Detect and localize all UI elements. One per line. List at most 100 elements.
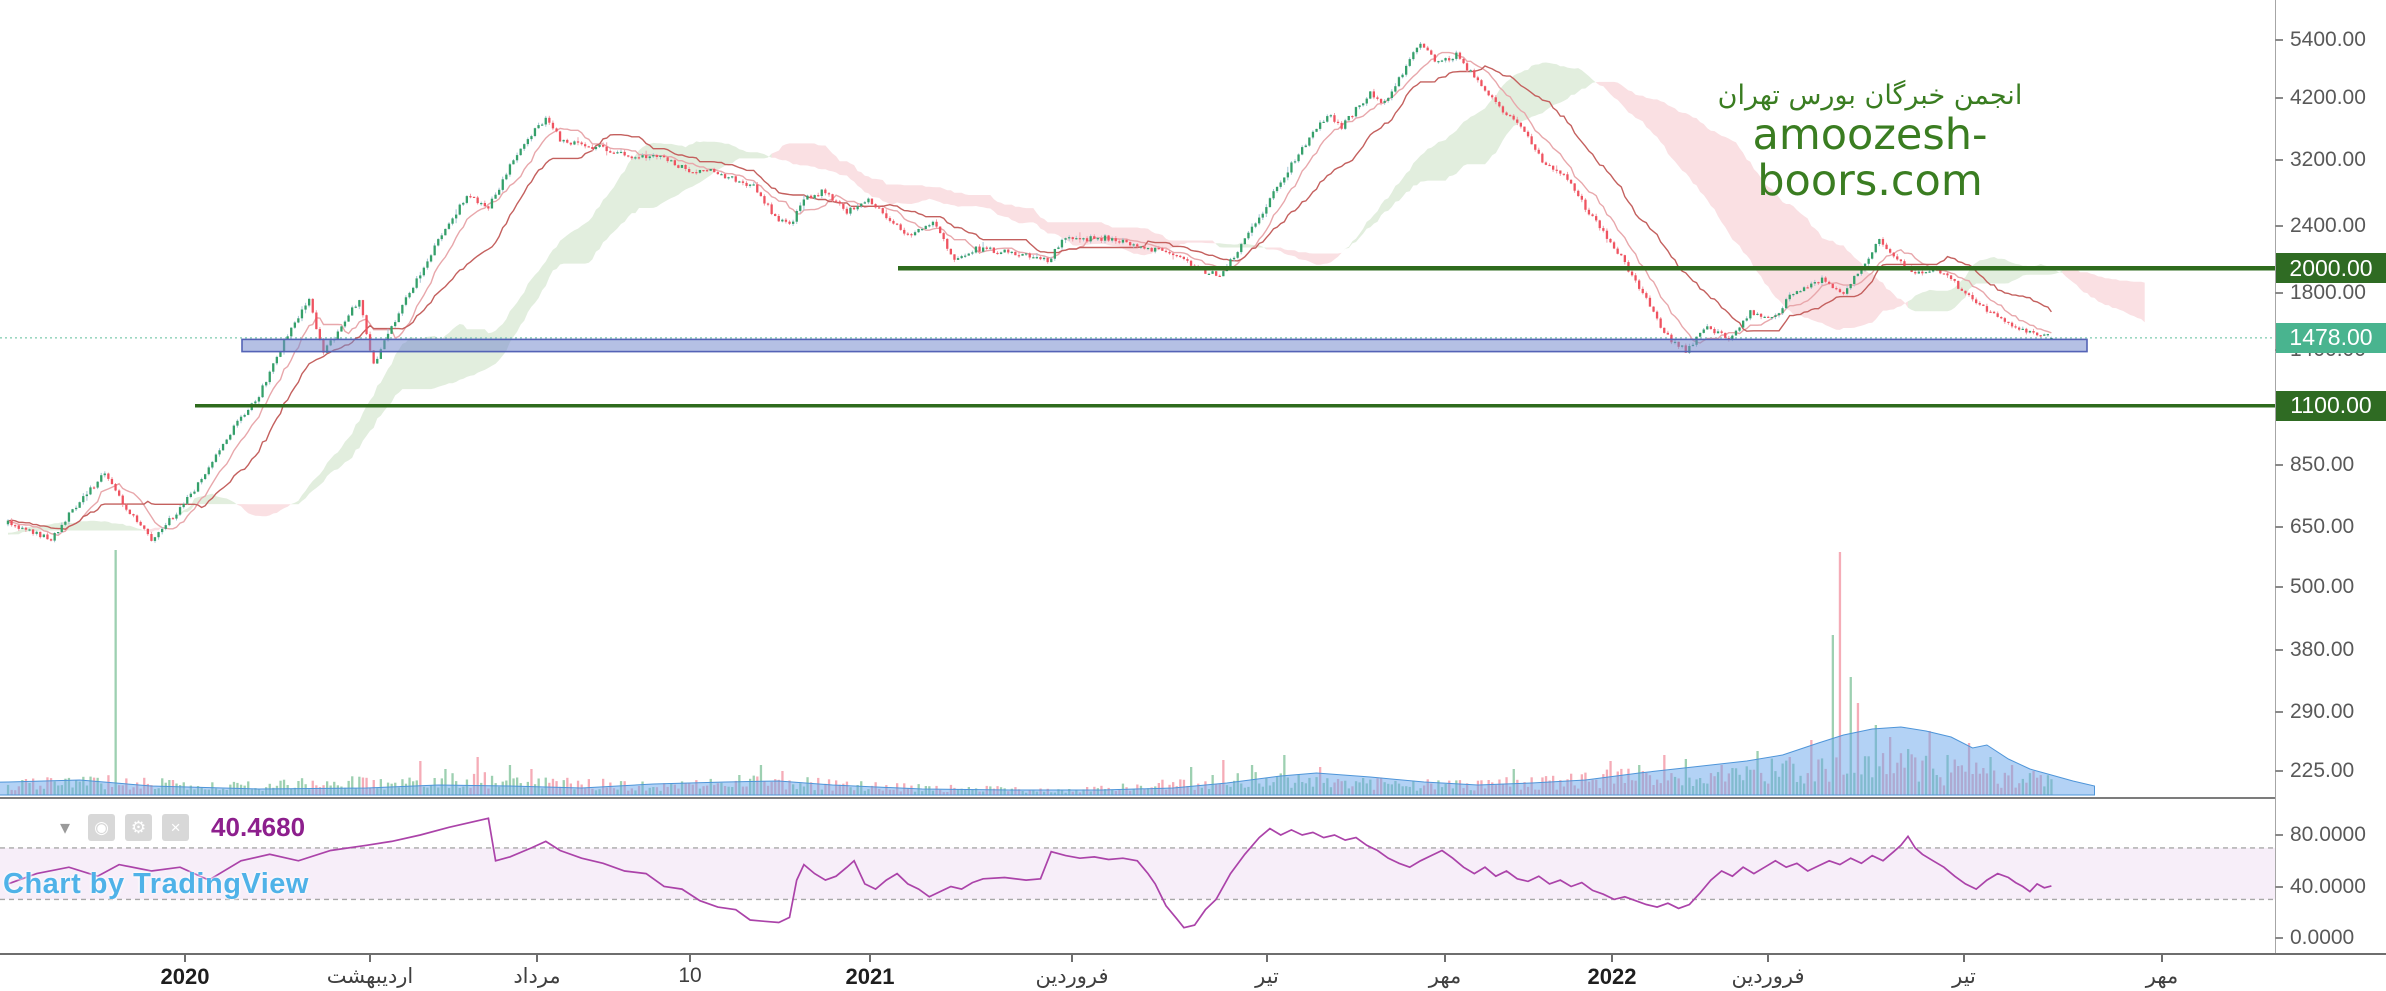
candle-body: [1526, 131, 1530, 137]
candle-body: [741, 181, 745, 183]
candle-body: [365, 315, 368, 335]
pane-separator[interactable]: [0, 797, 2386, 799]
candle-body: [376, 358, 379, 364]
candle-body: [677, 165, 680, 168]
candle-body: [1724, 332, 1727, 338]
candle-body: [1279, 182, 1282, 187]
candle-body: [1444, 58, 1447, 61]
candle-body: [433, 245, 436, 256]
candle-body: [1552, 165, 1555, 170]
candle-body: [1534, 144, 1537, 150]
candle-body: [817, 195, 820, 197]
candle-body: [960, 256, 963, 259]
candle-body: [286, 336, 289, 340]
candle-body: [1559, 170, 1562, 174]
support-zone-rectangle[interactable]: [241, 338, 2088, 353]
candle-body: [1566, 174, 1569, 180]
gear-icon[interactable]: ⚙: [125, 814, 153, 841]
candle-body: [1641, 288, 1644, 294]
price-axis-label: 850.00: [2290, 453, 2355, 477]
candle-body: [1569, 179, 1573, 184]
rsi-pane[interactable]: [0, 799, 2275, 953]
candle-body: [537, 125, 540, 129]
candle-body: [806, 195, 809, 200]
candle-body: [31, 529, 35, 534]
ichimoku-cloud: [8, 520, 145, 535]
candle-body: [1440, 60, 1444, 62]
price-axis-label: 290.00: [2290, 700, 2355, 724]
candle-body: [2007, 321, 2010, 323]
candle-body: [121, 495, 124, 505]
candle-body: [931, 221, 935, 226]
candle-body: [731, 176, 734, 178]
candle-body: [1333, 115, 1336, 122]
eye-icon[interactable]: ◉: [88, 814, 116, 841]
candle-body: [498, 189, 501, 195]
candle-body: [964, 255, 967, 257]
candle-body: [1053, 249, 1056, 259]
candle-body: [788, 221, 791, 224]
candle-body: [1849, 284, 1852, 289]
candle-body: [143, 525, 146, 529]
candle-body: [1028, 253, 1031, 258]
candle-body: [820, 189, 823, 196]
volume-bar: [419, 761, 422, 795]
candle-body: [792, 221, 795, 224]
candle-body: [132, 514, 135, 516]
candle-body: [903, 229, 906, 234]
candle-body: [1512, 115, 1515, 120]
price-level-badge: 2000.00: [2276, 253, 2386, 284]
candle-body: [193, 491, 196, 494]
candle-body: [1322, 121, 1325, 123]
candle-body: [1458, 52, 1462, 59]
candle-body: [1247, 232, 1250, 239]
price-pane[interactable]: [0, 0, 2275, 797]
candle-body: [1989, 311, 1992, 313]
candle-body: [397, 313, 400, 323]
candle-body: [1734, 330, 1738, 336]
candle-body: [781, 219, 784, 222]
candle-body: [895, 223, 899, 225]
candle-body: [1595, 216, 1598, 221]
candle-body: [293, 322, 296, 328]
candle-body: [1358, 105, 1361, 108]
candle-body: [247, 410, 250, 415]
candle-body: [505, 174, 508, 180]
candle-body: [716, 172, 719, 175]
time-axis[interactable]: 2020 اردیبهشت مرداد 10 2021 فروردین تیر مهر 2022…: [0, 953, 2386, 991]
price-axis-tick: [2275, 38, 2283, 41]
candle-body: [928, 225, 931, 227]
candle-body: [1885, 244, 1888, 250]
candle-body: [587, 146, 590, 148]
candle-body: [1544, 162, 1548, 165]
candle-body: [989, 247, 992, 249]
tradingview-credit-link[interactable]: Chart by TradingView: [3, 868, 309, 900]
candle-body: [1387, 98, 1390, 101]
candle-body: [1430, 50, 1433, 55]
candle-body: [447, 223, 451, 229]
price-axis[interactable]: 5400.004200.003200.002400.001800.001400.…: [2275, 0, 2386, 953]
candle-body: [347, 315, 350, 322]
candle-body: [1473, 70, 1476, 78]
candle-body: [1978, 303, 1981, 305]
candle-body: [1846, 288, 1849, 294]
close-icon[interactable]: ×: [162, 814, 190, 841]
price-axis-label: 380.00: [2290, 638, 2355, 662]
candle-body: [1806, 287, 1809, 289]
candle-body: [1716, 331, 1720, 334]
chevron-down-icon[interactable]: ▾: [60, 817, 71, 839]
candle-body: [1810, 283, 1813, 288]
candle-body: [1494, 97, 1497, 102]
candle-body: [261, 385, 264, 398]
candle-body: [1401, 74, 1404, 78]
candle-body: [1186, 259, 1189, 261]
price-axis-tick: [2275, 159, 2283, 162]
candle-body: [863, 202, 866, 204]
candle-body: [1021, 254, 1024, 256]
candle-body: [57, 532, 60, 534]
candle-body: [89, 487, 92, 495]
candle-body: [666, 157, 669, 162]
candle-body: [1752, 310, 1755, 315]
candle-body: [1297, 154, 1300, 162]
candle-body: [1308, 137, 1311, 146]
